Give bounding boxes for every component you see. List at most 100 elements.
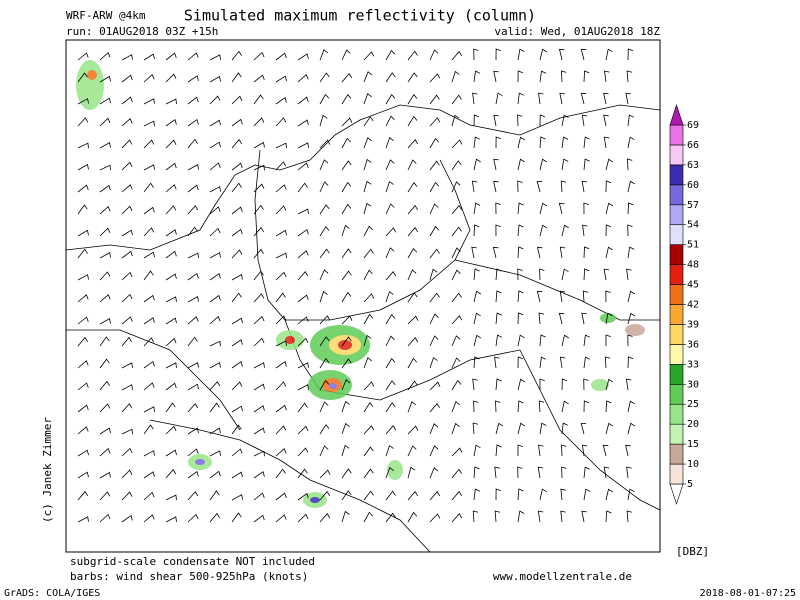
- wind-barb: [451, 422, 460, 435]
- colorbar-label: 5: [687, 479, 693, 490]
- colorbar-label: 51: [687, 240, 699, 251]
- border: [519, 349, 661, 511]
- wind-barb: [253, 74, 265, 83]
- wind-barb: [560, 180, 567, 193]
- wind-barb: [539, 158, 547, 171]
- wind-barb: [561, 334, 570, 347]
- wind-barb: [297, 362, 309, 369]
- wind-barb: [429, 73, 441, 83]
- wind-barb: [209, 340, 221, 347]
- wind-barb: [341, 137, 351, 149]
- unit-label: [DBZ]: [676, 545, 709, 558]
- wind-barb: [603, 466, 610, 479]
- wind-barb: [473, 334, 482, 347]
- colorbar: 5 10 15 20 25 30 33 36 39 42 45 48 51 54 57 60 63 66 69: [669, 104, 699, 505]
- wind-barb: [209, 294, 221, 303]
- wind-barb: [583, 378, 589, 391]
- wind-barb: [77, 72, 88, 83]
- wind-barb: [253, 270, 264, 281]
- wind-barb: [143, 206, 155, 215]
- wind-barb: [495, 290, 502, 303]
- wind-barb: [627, 180, 635, 193]
- wind-barb: [319, 204, 330, 215]
- wind-barb: [604, 70, 610, 83]
- wind-barb: [165, 250, 177, 259]
- wind-barb: [385, 115, 395, 127]
- wind-barb: [539, 268, 545, 281]
- wind-barb: [429, 225, 440, 237]
- wind-barb: [605, 180, 612, 193]
- wind-barb: [143, 251, 155, 259]
- wind-barb: [429, 248, 440, 259]
- wind-barb: [209, 470, 221, 479]
- wind-barb: [231, 292, 242, 303]
- wind-barb: [143, 164, 155, 171]
- colorbar-box: [669, 423, 684, 445]
- wind-barb: [275, 315, 287, 325]
- colorbar-box: [669, 204, 684, 226]
- wind-barb: [209, 54, 221, 61]
- wind-barb: [451, 490, 463, 501]
- wind-barb: [429, 381, 441, 391]
- colorbar-box: [669, 443, 684, 465]
- wind-barb: [451, 513, 463, 523]
- wind-barb: [99, 252, 111, 259]
- wind-barb: [121, 229, 133, 237]
- wind-barb: [99, 227, 111, 237]
- wind-barb: [341, 379, 351, 391]
- wind-barb: [77, 471, 89, 479]
- wind-barb: [407, 159, 417, 171]
- wind-barb: [99, 380, 110, 391]
- wind-barb: [121, 54, 133, 61]
- wind-barb: [537, 466, 544, 479]
- wind-barb: [231, 273, 243, 281]
- wind-barb: [121, 96, 133, 105]
- wind-barb: [517, 158, 525, 171]
- wind-barb: [253, 117, 265, 127]
- wind-barb: [538, 400, 545, 413]
- wind-barb: [559, 92, 565, 105]
- colorbar-label: 69: [687, 120, 699, 131]
- wind-barb: [363, 225, 373, 237]
- wind-barb: [275, 52, 287, 61]
- wind-barb: [539, 114, 546, 127]
- wind-barb: [77, 229, 89, 237]
- wind-barb: [121, 74, 133, 83]
- wind-barb: [319, 248, 330, 259]
- wind-barb: [493, 158, 499, 171]
- wind-barb: [605, 510, 612, 523]
- wind-barb: [407, 357, 418, 369]
- wind-barb: [407, 315, 419, 325]
- wind-barb: [539, 334, 546, 347]
- wind-barb: [473, 136, 480, 149]
- wind-barb: [561, 400, 569, 413]
- wind-barb: [451, 204, 463, 215]
- wind-barb: [275, 75, 287, 83]
- wind-barb: [275, 161, 287, 171]
- wind-barb: [605, 290, 611, 303]
- wind-barb: [297, 294, 309, 303]
- wind-barb: [77, 117, 89, 127]
- wind-barb: [165, 229, 177, 237]
- wind-barb: [99, 294, 111, 303]
- wind-barb: [297, 447, 309, 457]
- wind-barb: [561, 378, 568, 391]
- wind-barb: [319, 181, 329, 193]
- reflectivity-cells: [76, 60, 645, 508]
- wind-barb: [297, 142, 309, 149]
- colorbar-label: 10: [687, 459, 699, 470]
- wind-barb: [275, 117, 287, 127]
- wind-barb: [121, 362, 133, 369]
- wind-barb: [99, 317, 111, 325]
- wind-barb: [77, 449, 89, 457]
- wind-barb: [451, 226, 462, 237]
- run-label: run: 01AUG2018 03Z +15h: [66, 25, 218, 38]
- wind-barb: [536, 180, 543, 193]
- colorbar-box: [669, 284, 684, 305]
- wind-barb: [253, 248, 264, 259]
- wind-barb: [407, 401, 417, 413]
- wind-barb: [143, 53, 155, 61]
- wind-barb: [603, 268, 610, 281]
- wind-barb: [494, 466, 500, 479]
- wind-barb: [231, 118, 243, 127]
